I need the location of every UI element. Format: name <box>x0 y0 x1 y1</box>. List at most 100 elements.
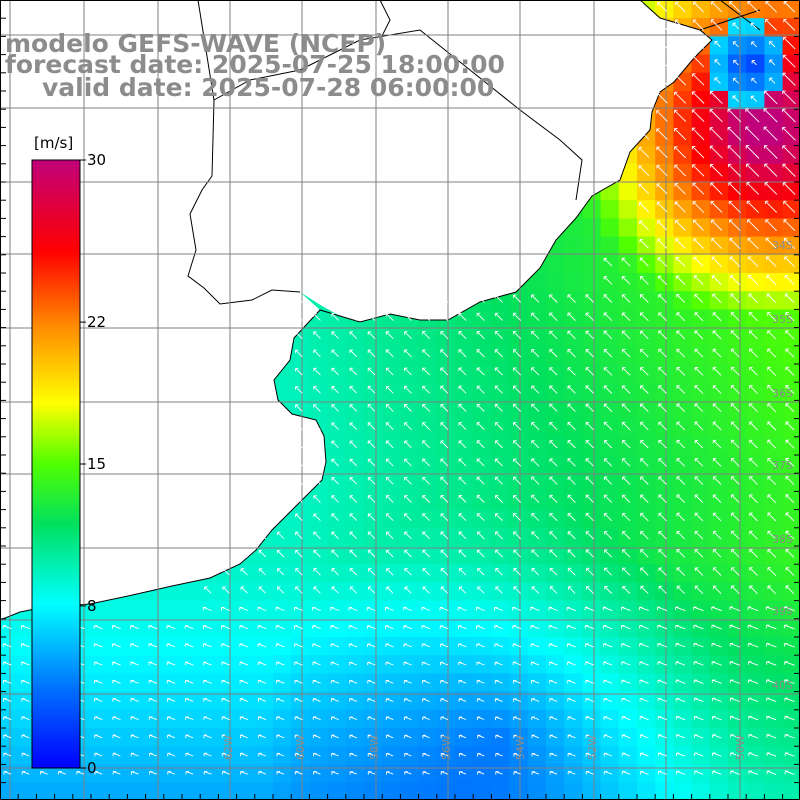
speed-cell <box>109 600 128 620</box>
longitude-label: 62W <box>222 735 235 760</box>
speed-cell <box>163 782 183 800</box>
speed-cell <box>364 782 383 800</box>
speed-cell <box>509 782 529 800</box>
speed-cell <box>400 782 420 800</box>
longitude-label: 56W <box>440 735 453 760</box>
speed-cell <box>582 218 602 238</box>
speed-cell <box>582 782 602 800</box>
speed-cell <box>564 236 583 256</box>
speed-cell <box>582 236 602 256</box>
speed-cell <box>582 273 602 292</box>
longitude-label: 52W <box>586 735 599 760</box>
speed-cell <box>618 218 638 238</box>
speed-cell <box>182 782 201 800</box>
speed-cell <box>18 782 37 800</box>
speed-cell <box>72 782 92 800</box>
speed-cell <box>600 200 620 219</box>
speed-cell <box>91 782 110 800</box>
speed-cell <box>436 782 456 800</box>
speed-cell <box>455 782 474 800</box>
speed-cell <box>109 782 128 800</box>
speed-cell <box>218 782 238 800</box>
speed-cell <box>546 273 565 292</box>
speed-cell <box>546 254 565 274</box>
latitude-label: 37S <box>772 459 793 472</box>
speed-cell <box>127 782 147 800</box>
speed-cell <box>637 782 656 800</box>
speed-cell <box>782 327 800 347</box>
speed-cell <box>54 782 74 800</box>
latitude-label: 39S <box>772 605 793 618</box>
colorbar-tick-label: 0 <box>87 759 97 777</box>
colorbar-tick-label: 8 <box>87 597 97 615</box>
speed-cell <box>782 491 800 511</box>
speed-cell <box>600 782 620 800</box>
speed-cell <box>309 782 329 800</box>
longitude-label: 54W <box>514 735 527 760</box>
longitude-label: 50W <box>734 735 747 760</box>
speed-cell <box>600 236 620 256</box>
speed-cell <box>145 600 165 620</box>
speed-cell <box>546 782 565 800</box>
speed-cell <box>764 782 784 800</box>
speed-cell <box>673 782 693 800</box>
speed-cell <box>36 782 56 800</box>
speed-cell <box>236 782 256 800</box>
speed-cell <box>782 691 800 711</box>
speed-cell <box>691 782 711 800</box>
speed-cell <box>618 200 638 219</box>
speed-cell <box>782 473 800 492</box>
speed-cell <box>345 782 365 800</box>
colorbar-tick-label: 30 <box>87 151 106 169</box>
speed-cell <box>418 782 438 800</box>
latitude-label: 40S <box>772 679 793 692</box>
speed-cell <box>782 418 800 438</box>
latitude-label: 36S <box>772 387 793 400</box>
latitude-label: 34S <box>772 239 793 252</box>
speed-cell <box>163 600 183 620</box>
speed-cell <box>782 436 800 456</box>
speed-cell <box>473 782 492 800</box>
speed-cell <box>127 600 147 620</box>
speed-cell <box>600 218 620 238</box>
colorbar-tick-label: 15 <box>87 455 106 473</box>
longitude-label: 60W <box>294 735 307 760</box>
speed-cell <box>582 200 602 219</box>
speed-cell <box>564 273 583 292</box>
title-valid-date: valid date: 2025-07-28 06:00:00 <box>42 73 495 102</box>
speed-cell <box>782 364 800 383</box>
latitude-label: 35S <box>772 313 793 326</box>
speed-cell <box>182 600 201 620</box>
speed-cell <box>782 400 800 420</box>
speed-cell <box>782 345 800 365</box>
speed-cell <box>618 182 638 201</box>
speed-cell <box>709 782 729 800</box>
latitude-label: 38S <box>772 533 793 546</box>
speed-cell <box>582 254 602 274</box>
speed-cell <box>618 236 638 256</box>
speed-cell <box>782 728 800 747</box>
speed-cell <box>782 582 800 602</box>
speed-cell <box>291 782 310 800</box>
speed-cell <box>145 782 165 800</box>
speed-cell <box>91 600 110 620</box>
speed-cell <box>527 782 547 800</box>
speed-cell <box>564 782 583 800</box>
speed-cell <box>782 782 800 800</box>
longitude-label: 58W <box>368 735 381 760</box>
speed-cell <box>728 782 747 800</box>
colorbar-gradient <box>31 159 81 769</box>
speed-cell <box>782 509 800 529</box>
speed-cell <box>746 782 765 800</box>
speed-cell <box>655 782 674 800</box>
speed-cell <box>491 782 511 800</box>
speed-cell <box>527 273 547 292</box>
speed-cell <box>182 582 201 602</box>
speed-cell <box>382 782 401 800</box>
speed-cell <box>327 782 347 800</box>
colorbar-tick-label: 22 <box>87 313 106 331</box>
speed-cell <box>782 546 800 565</box>
speed-cell <box>200 782 219 800</box>
